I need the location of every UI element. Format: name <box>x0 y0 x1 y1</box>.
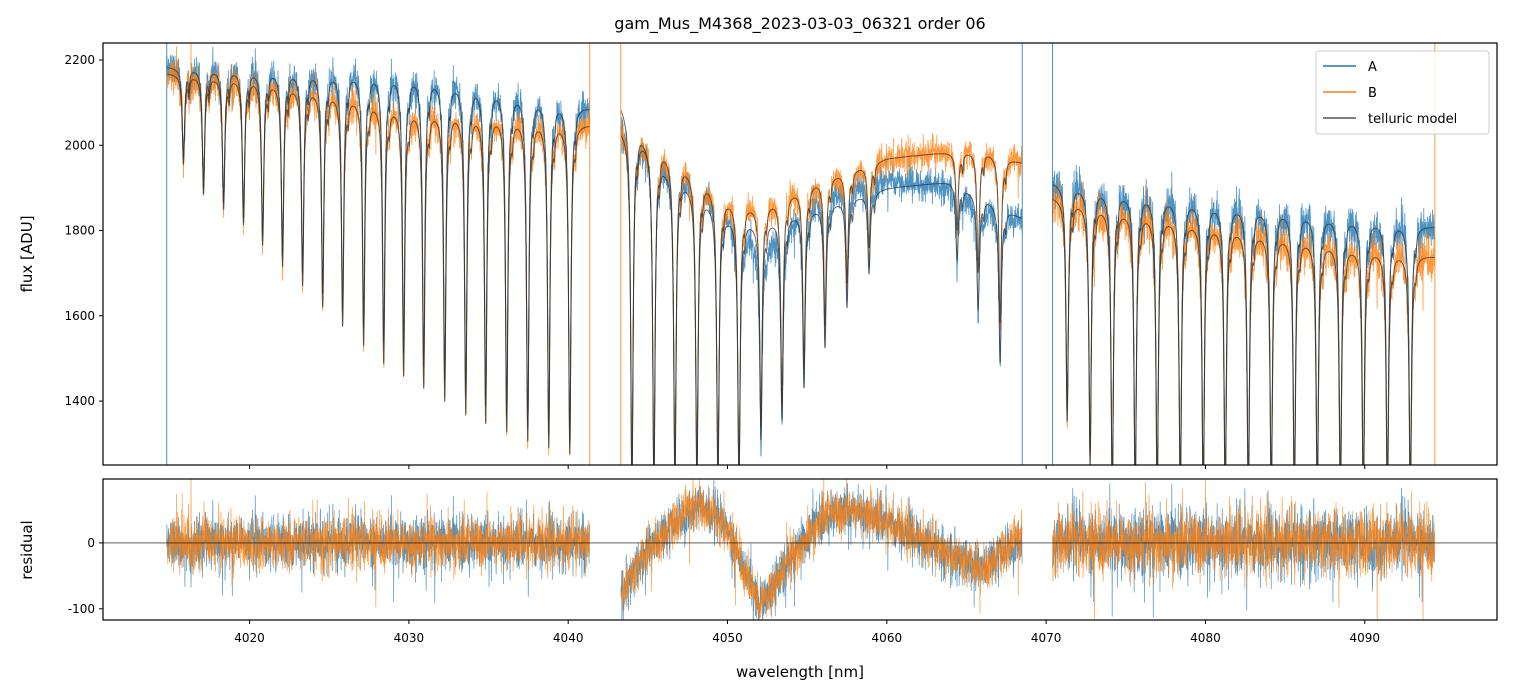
series-b-residual-line <box>1052 479 1436 620</box>
telluric-model-b-line <box>620 135 1023 465</box>
flux-y-tick-label: 2000 <box>64 138 95 152</box>
series-b-residual-line <box>166 479 590 608</box>
flux-y-tick-label: 2200 <box>64 53 95 67</box>
flux-plot-area <box>166 43 1436 465</box>
x-tick-label: 4070 <box>1031 631 1062 645</box>
flux-y-tick-label: 1600 <box>64 309 95 323</box>
x-tick-label: 4080 <box>1190 631 1221 645</box>
series-b-flux-line <box>620 122 1023 465</box>
chart-title: gam_Mus_M4368_2023-03-03_06321 order 06 <box>614 14 985 34</box>
legend: A B telluric model <box>1315 50 1490 135</box>
x-tick-label: 4060 <box>872 631 903 645</box>
x-tick-label: 4090 <box>1349 631 1380 645</box>
x-tick-label: 4030 <box>394 631 425 645</box>
telluric-model-b-line <box>1052 198 1435 465</box>
telluric-model-a-line <box>1052 184 1435 465</box>
legend-label-a: A <box>1368 60 1377 75</box>
x-tick-label: 4040 <box>553 631 584 645</box>
legend-label-model: telluric model <box>1368 112 1457 127</box>
residual-y-tick-label: -100 <box>68 602 95 616</box>
legend-label-b: B <box>1368 86 1377 101</box>
residual-axes-frame <box>102 478 1498 621</box>
x-tick-label: 4020 <box>234 631 265 645</box>
flux-ylabel: flux [ADU] <box>18 215 36 292</box>
telluric-model-a-line <box>620 109 1023 465</box>
x-axis-label: wavelength [nm] <box>736 663 864 681</box>
flux-y-tick-label: 1800 <box>64 224 95 238</box>
x-tick-label: 4050 <box>712 631 743 645</box>
legend-box <box>1315 50 1490 135</box>
series-b-residual-line <box>620 479 1023 620</box>
flux-y-tick-label: 1400 <box>64 394 95 408</box>
residual-ylabel: residual <box>18 520 36 579</box>
flux-axes-frame <box>102 42 1498 466</box>
residual-y-tick-label: 0 <box>87 536 95 550</box>
telluric-model-b-line <box>166 73 590 455</box>
telluric-model-a-line <box>166 67 590 443</box>
residual-plot-area <box>103 479 1497 620</box>
